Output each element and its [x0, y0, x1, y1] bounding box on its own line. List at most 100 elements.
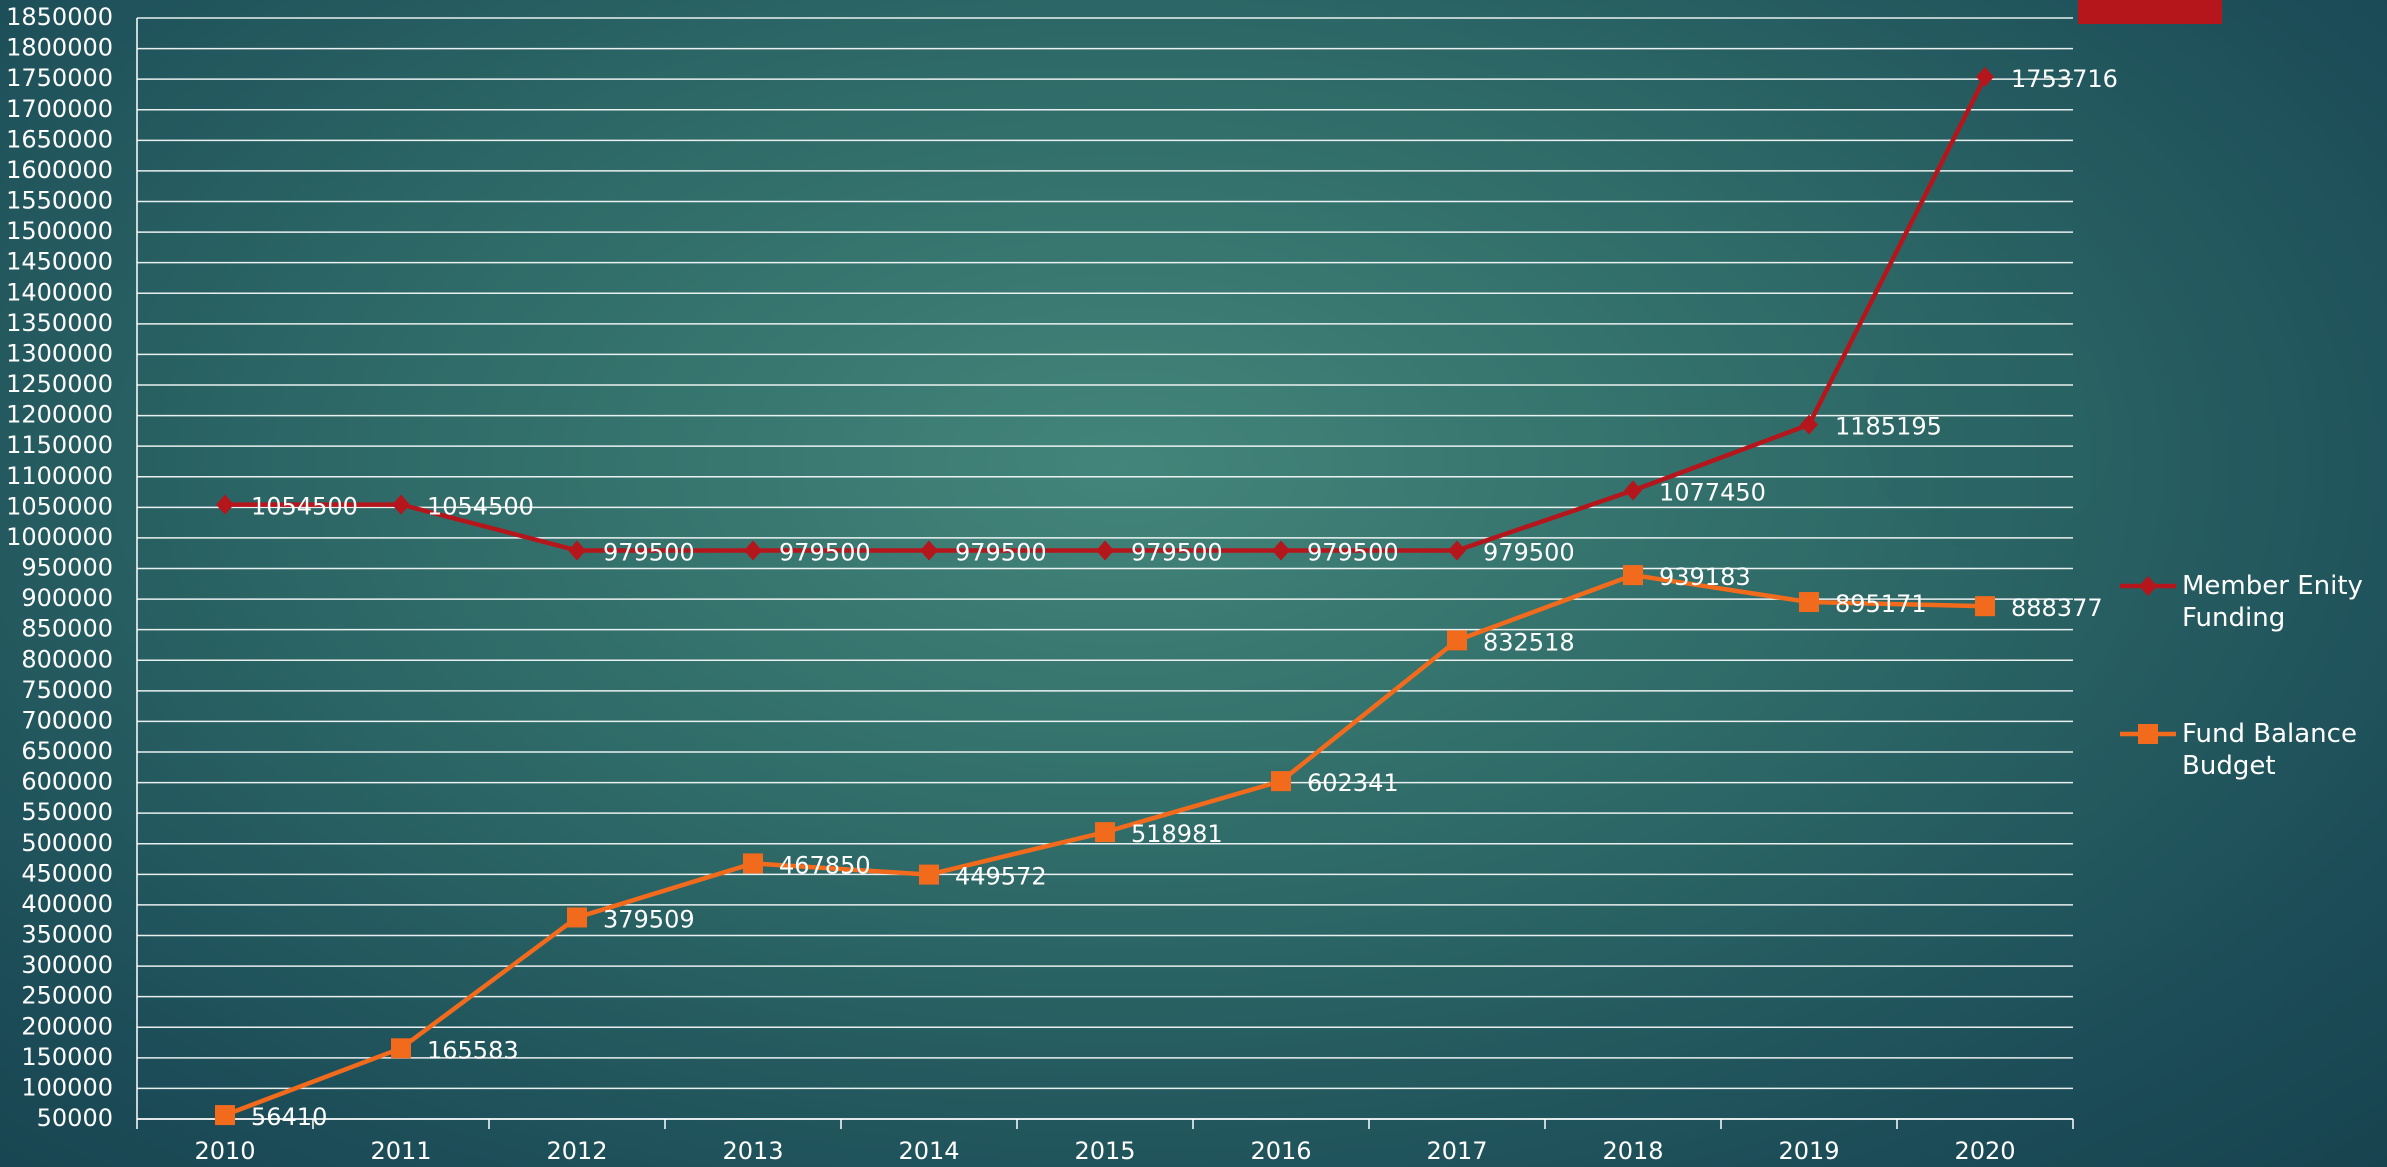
y-tick-label: 1800000 — [6, 34, 113, 62]
point-marker — [1272, 540, 1290, 561]
y-tick-label: 1850000 — [6, 3, 113, 31]
point-marker — [2138, 724, 2158, 744]
point-marker — [1800, 414, 1818, 435]
y-tick-label: 1200000 — [6, 401, 113, 429]
point-marker — [743, 853, 763, 874]
y-tick-label: 1350000 — [6, 309, 113, 337]
y-tick-label: 150000 — [21, 1043, 113, 1071]
legend-label: Fund Balance Budget — [2182, 719, 2357, 781]
y-tick-label: 1700000 — [6, 95, 113, 123]
point-marker — [392, 494, 410, 515]
x-tick-label: 2011 — [370, 1137, 431, 1165]
y-tick-label: 1750000 — [6, 64, 113, 92]
y-tick-label: 350000 — [21, 921, 113, 949]
y-tick-label: 550000 — [21, 798, 113, 826]
y-tick-label: 300000 — [21, 951, 113, 979]
point-marker — [1624, 480, 1642, 501]
x-tick-label: 2013 — [722, 1137, 783, 1165]
point-marker — [391, 1038, 411, 1059]
data-label: 895171 — [1835, 590, 1927, 618]
x-tick-label: 2018 — [1602, 1137, 1663, 1165]
y-tick-label: 950000 — [21, 554, 113, 582]
point-marker — [1975, 596, 1995, 617]
y-tick-label: 100000 — [21, 1073, 113, 1101]
point-marker — [1447, 630, 1467, 651]
data-label: 1753716 — [2011, 65, 2118, 93]
point-marker — [1799, 592, 1819, 613]
y-tick-label: 1000000 — [6, 523, 113, 551]
y-tick-label: 1300000 — [6, 339, 113, 367]
corner-decoration — [2078, 0, 2222, 24]
x-tick-label: 2019 — [1778, 1137, 1839, 1165]
y-tick-label: 1400000 — [6, 278, 113, 306]
legend-item: Fund Balance Budget — [2120, 718, 2370, 782]
legend-item: Member Enity Funding — [2120, 570, 2370, 634]
point-marker — [1448, 540, 1466, 561]
data-label: 979500 — [1307, 538, 1399, 566]
point-marker — [1976, 66, 1994, 87]
y-tick-label: 800000 — [21, 645, 113, 673]
y-tick-label: 850000 — [21, 615, 113, 643]
point-marker — [919, 864, 939, 885]
series-line — [224, 572, 1986, 1118]
y-tick-label: 600000 — [21, 768, 113, 796]
x-tick-label: 2020 — [1954, 1137, 2015, 1165]
point-marker — [568, 540, 586, 561]
data-label: 1054500 — [251, 493, 358, 521]
data-label: 939183 — [1659, 563, 1751, 591]
y-tick-label: 1050000 — [6, 492, 113, 520]
data-label: 979500 — [1483, 538, 1575, 566]
point-marker — [920, 540, 938, 561]
y-tick-label: 1450000 — [6, 248, 113, 276]
x-tick-label: 2010 — [194, 1137, 255, 1165]
data-label: 888377 — [2011, 594, 2103, 622]
data-label: 979500 — [955, 538, 1047, 566]
data-label: 449572 — [955, 863, 1047, 891]
y-tick-label: 1100000 — [6, 462, 113, 490]
legend-icon — [2120, 576, 2176, 596]
y-tick-label: 1550000 — [6, 187, 113, 215]
data-label: 1077450 — [1659, 479, 1766, 507]
x-tick-label: 2015 — [1074, 1137, 1135, 1165]
point-marker — [215, 1105, 235, 1126]
x-tick-label: 2017 — [1426, 1137, 1487, 1165]
data-label: 165583 — [427, 1036, 519, 1064]
y-tick-label: 500000 — [21, 829, 113, 857]
point-marker — [744, 540, 762, 561]
background-decoration — [1865, 300, 2115, 550]
data-label: 379509 — [603, 905, 695, 933]
data-label: 56410 — [251, 1103, 327, 1131]
data-label: 1054500 — [427, 493, 534, 521]
data-label: 467850 — [779, 851, 871, 879]
data-label: 602341 — [1307, 769, 1399, 797]
y-tick-label: 750000 — [21, 676, 113, 704]
data-label: 979500 — [1131, 538, 1223, 566]
point-marker — [2139, 576, 2157, 596]
y-tick-label: 650000 — [21, 737, 113, 765]
y-tick-label: 1150000 — [6, 431, 113, 459]
point-marker — [216, 494, 234, 515]
point-marker — [1095, 822, 1115, 843]
point-marker — [567, 907, 587, 928]
y-tick-label: 450000 — [21, 859, 113, 887]
data-label: 979500 — [603, 538, 695, 566]
y-tick-label: 200000 — [21, 1012, 113, 1040]
point-marker — [1096, 540, 1114, 561]
data-label: 518981 — [1131, 820, 1223, 848]
y-tick-label: 1600000 — [6, 156, 113, 184]
legend-label: Member Enity Funding — [2182, 571, 2363, 633]
point-marker — [1271, 771, 1291, 792]
y-tick-label: 1250000 — [6, 370, 113, 398]
y-tick-label: 250000 — [21, 982, 113, 1010]
data-label: 979500 — [779, 538, 871, 566]
legend-icon — [2120, 724, 2176, 744]
x-tick-label: 2016 — [1250, 1137, 1311, 1165]
x-tick-label: 2012 — [546, 1137, 607, 1165]
x-tick-label: 2014 — [898, 1137, 959, 1165]
y-tick-label: 900000 — [21, 584, 113, 612]
data-label: 832518 — [1483, 628, 1575, 656]
y-tick-label: 1500000 — [6, 217, 113, 245]
point-marker — [1623, 565, 1643, 586]
